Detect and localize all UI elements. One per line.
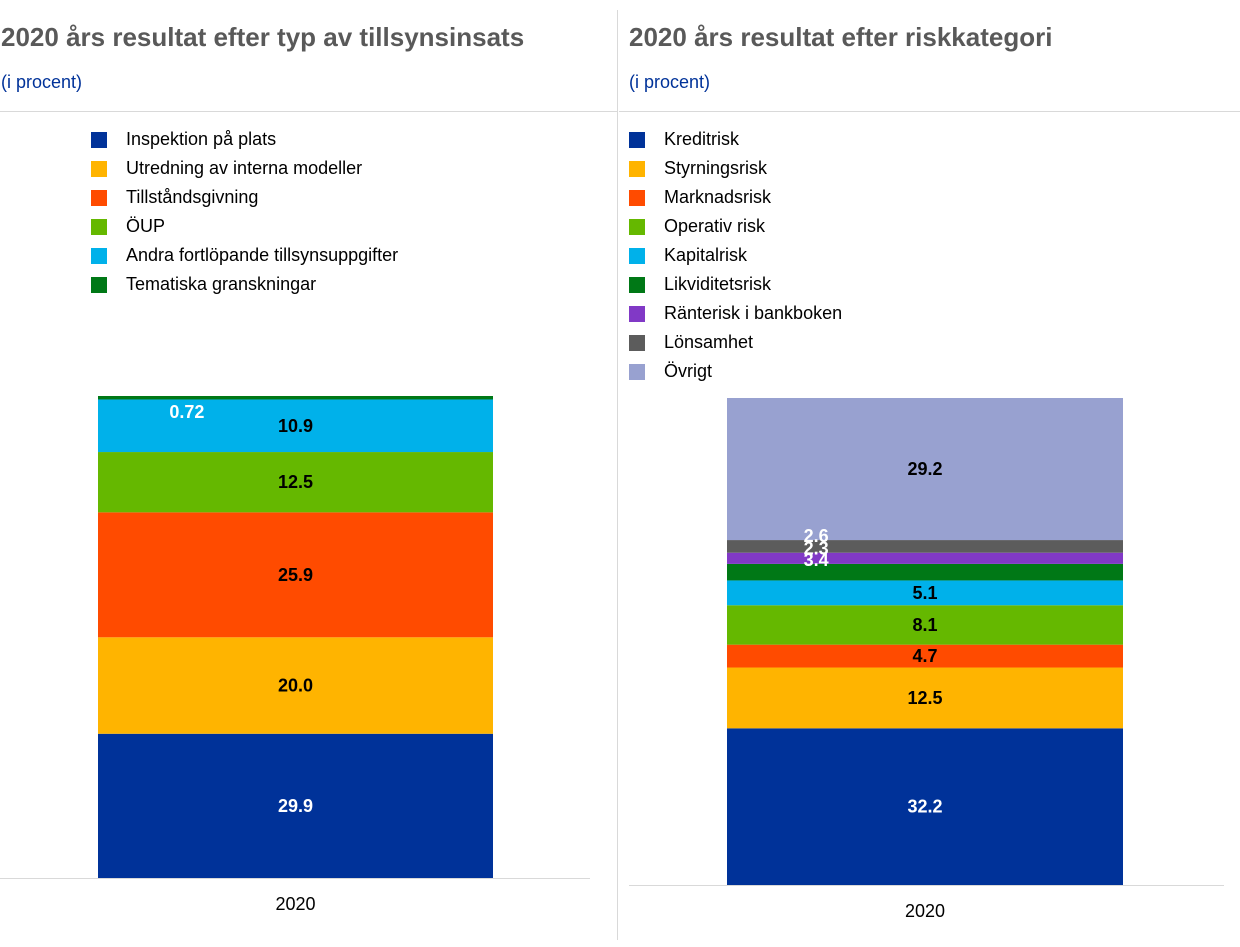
legend-swatch [629, 363, 645, 380]
x-tick-label: 2020 [275, 894, 315, 914]
legend-swatch [629, 305, 645, 322]
legend-swatch [91, 160, 107, 177]
data-label: 0.72 [169, 402, 204, 422]
legend-label: Kapitalrisk [664, 245, 748, 265]
bar-segment [98, 399, 493, 453]
chart-subtitle: (i procent) [629, 72, 711, 92]
legend-swatch [629, 218, 645, 235]
legend-item: Andra fortlöpande tillsynsuppgifter [91, 241, 398, 270]
chart-title: 2020 års resultat efter typ av tillsynsi… [1, 22, 525, 52]
bar-segment [727, 580, 1123, 606]
bar-segment [727, 540, 1123, 553]
data-label: 2.3 [804, 539, 829, 559]
data-label: 29.9 [278, 796, 313, 816]
bar-segment [727, 552, 1123, 564]
bar-segment [98, 396, 493, 400]
legend-swatch [629, 131, 645, 148]
legend-label: Lönsamhet [664, 332, 754, 352]
bar-segment [727, 605, 1123, 645]
legend-swatch [91, 131, 107, 148]
legend-label: Tematiska granskningar [126, 274, 317, 294]
legend-item: Tillståndsgivning [91, 183, 398, 212]
bar-segment [727, 644, 1123, 668]
data-label: 8.1 [912, 615, 937, 635]
legend-label: Ränterisk i bankboken [664, 303, 843, 323]
legend-label: Operativ risk [664, 216, 766, 236]
chart-panel-supervisory-activity: 2020 års resultat efter typ av tillsynsi… [0, 0, 618, 947]
stacked-bar-chart: 29.9 20.0 25.9 12.5 10.9 0.72 2020 [0, 396, 590, 914]
legend-swatch [629, 189, 645, 206]
data-label: 20.0 [278, 676, 313, 696]
legend-label: Likviditetsrisk [664, 274, 772, 294]
legend-swatch [629, 276, 645, 293]
legend-item: Inspektion på plats [91, 125, 398, 154]
legend-label: Andra fortlöpande tillsynsuppgifter [126, 245, 399, 265]
data-label: 4.7 [912, 646, 937, 666]
legend-swatch [91, 218, 107, 235]
bar-segment [98, 452, 493, 513]
data-label: 12.5 [907, 688, 942, 708]
data-label: 2.6 [804, 526, 829, 546]
legend-item: Lönsamhet [629, 328, 842, 357]
header-divider [619, 111, 1240, 112]
bar-segment [98, 637, 493, 734]
legend-swatch [629, 160, 645, 177]
legend-label: Övrigt [664, 361, 713, 381]
legend-label: Kreditrisk [664, 129, 740, 149]
legend-swatch [91, 276, 107, 293]
bar-segment [98, 733, 493, 878]
legend-item: Marknadsrisk [629, 183, 842, 212]
legend-swatch [629, 247, 645, 264]
legend-item: Operativ risk [629, 212, 842, 241]
bar-segment [98, 512, 493, 638]
legend-item: Tematiska granskningar [91, 270, 398, 299]
bar-segment [727, 563, 1123, 581]
bar-segment [727, 398, 1123, 541]
legend-swatch [91, 189, 107, 206]
data-label: 32.2 [907, 797, 942, 817]
panel-divider [617, 10, 618, 940]
legend-label: Marknadsrisk [664, 187, 772, 207]
legend-item: Likviditetsrisk [629, 270, 842, 299]
chart-subtitle: (i procent) [1, 72, 83, 92]
legend-item: Ränterisk i bankboken [629, 299, 842, 328]
header-divider [0, 111, 618, 112]
legend-label: Tillståndsgivning [126, 187, 259, 207]
legend-item: Övrigt [629, 357, 842, 386]
bar-segment [727, 728, 1123, 885]
legend-label: ÖUP [126, 216, 166, 236]
chart-legend: Kreditrisk Styrningsrisk Marknadsrisk Op… [629, 125, 842, 386]
chart-title: 2020 års resultat efter riskkategori [629, 22, 1053, 52]
legend-swatch [91, 247, 107, 264]
chart-panel-risk-category: 2020 års resultat efter riskkategori (i … [619, 0, 1240, 947]
data-label: 3.4 [804, 550, 829, 570]
x-tick-label: 2020 [905, 901, 945, 921]
data-label: 29.2 [907, 459, 942, 479]
legend-label: Styrningsrisk [664, 158, 768, 178]
data-label: 10.9 [278, 416, 313, 436]
legend-item: Kreditrisk [629, 125, 842, 154]
data-label: 5.1 [912, 583, 937, 603]
legend-item: Utredning av interna modeller [91, 154, 398, 183]
legend-item: Styrningsrisk [629, 154, 842, 183]
chart-legend: Inspektion på plats Utredning av interna… [91, 125, 398, 299]
legend-item: ÖUP [91, 212, 398, 241]
legend-swatch [629, 334, 645, 351]
legend-item: Kapitalrisk [629, 241, 842, 270]
legend-label: Inspektion på plats [126, 129, 277, 149]
stacked-bar-chart: 32.2 12.5 4.7 8.1 5.1 3.42.32.6 29.2 2020 [629, 398, 1224, 921]
bar-segment [727, 667, 1123, 729]
data-label: 25.9 [278, 565, 313, 585]
legend-label: Utredning av interna modeller [126, 158, 363, 178]
data-label: 12.5 [278, 472, 313, 492]
